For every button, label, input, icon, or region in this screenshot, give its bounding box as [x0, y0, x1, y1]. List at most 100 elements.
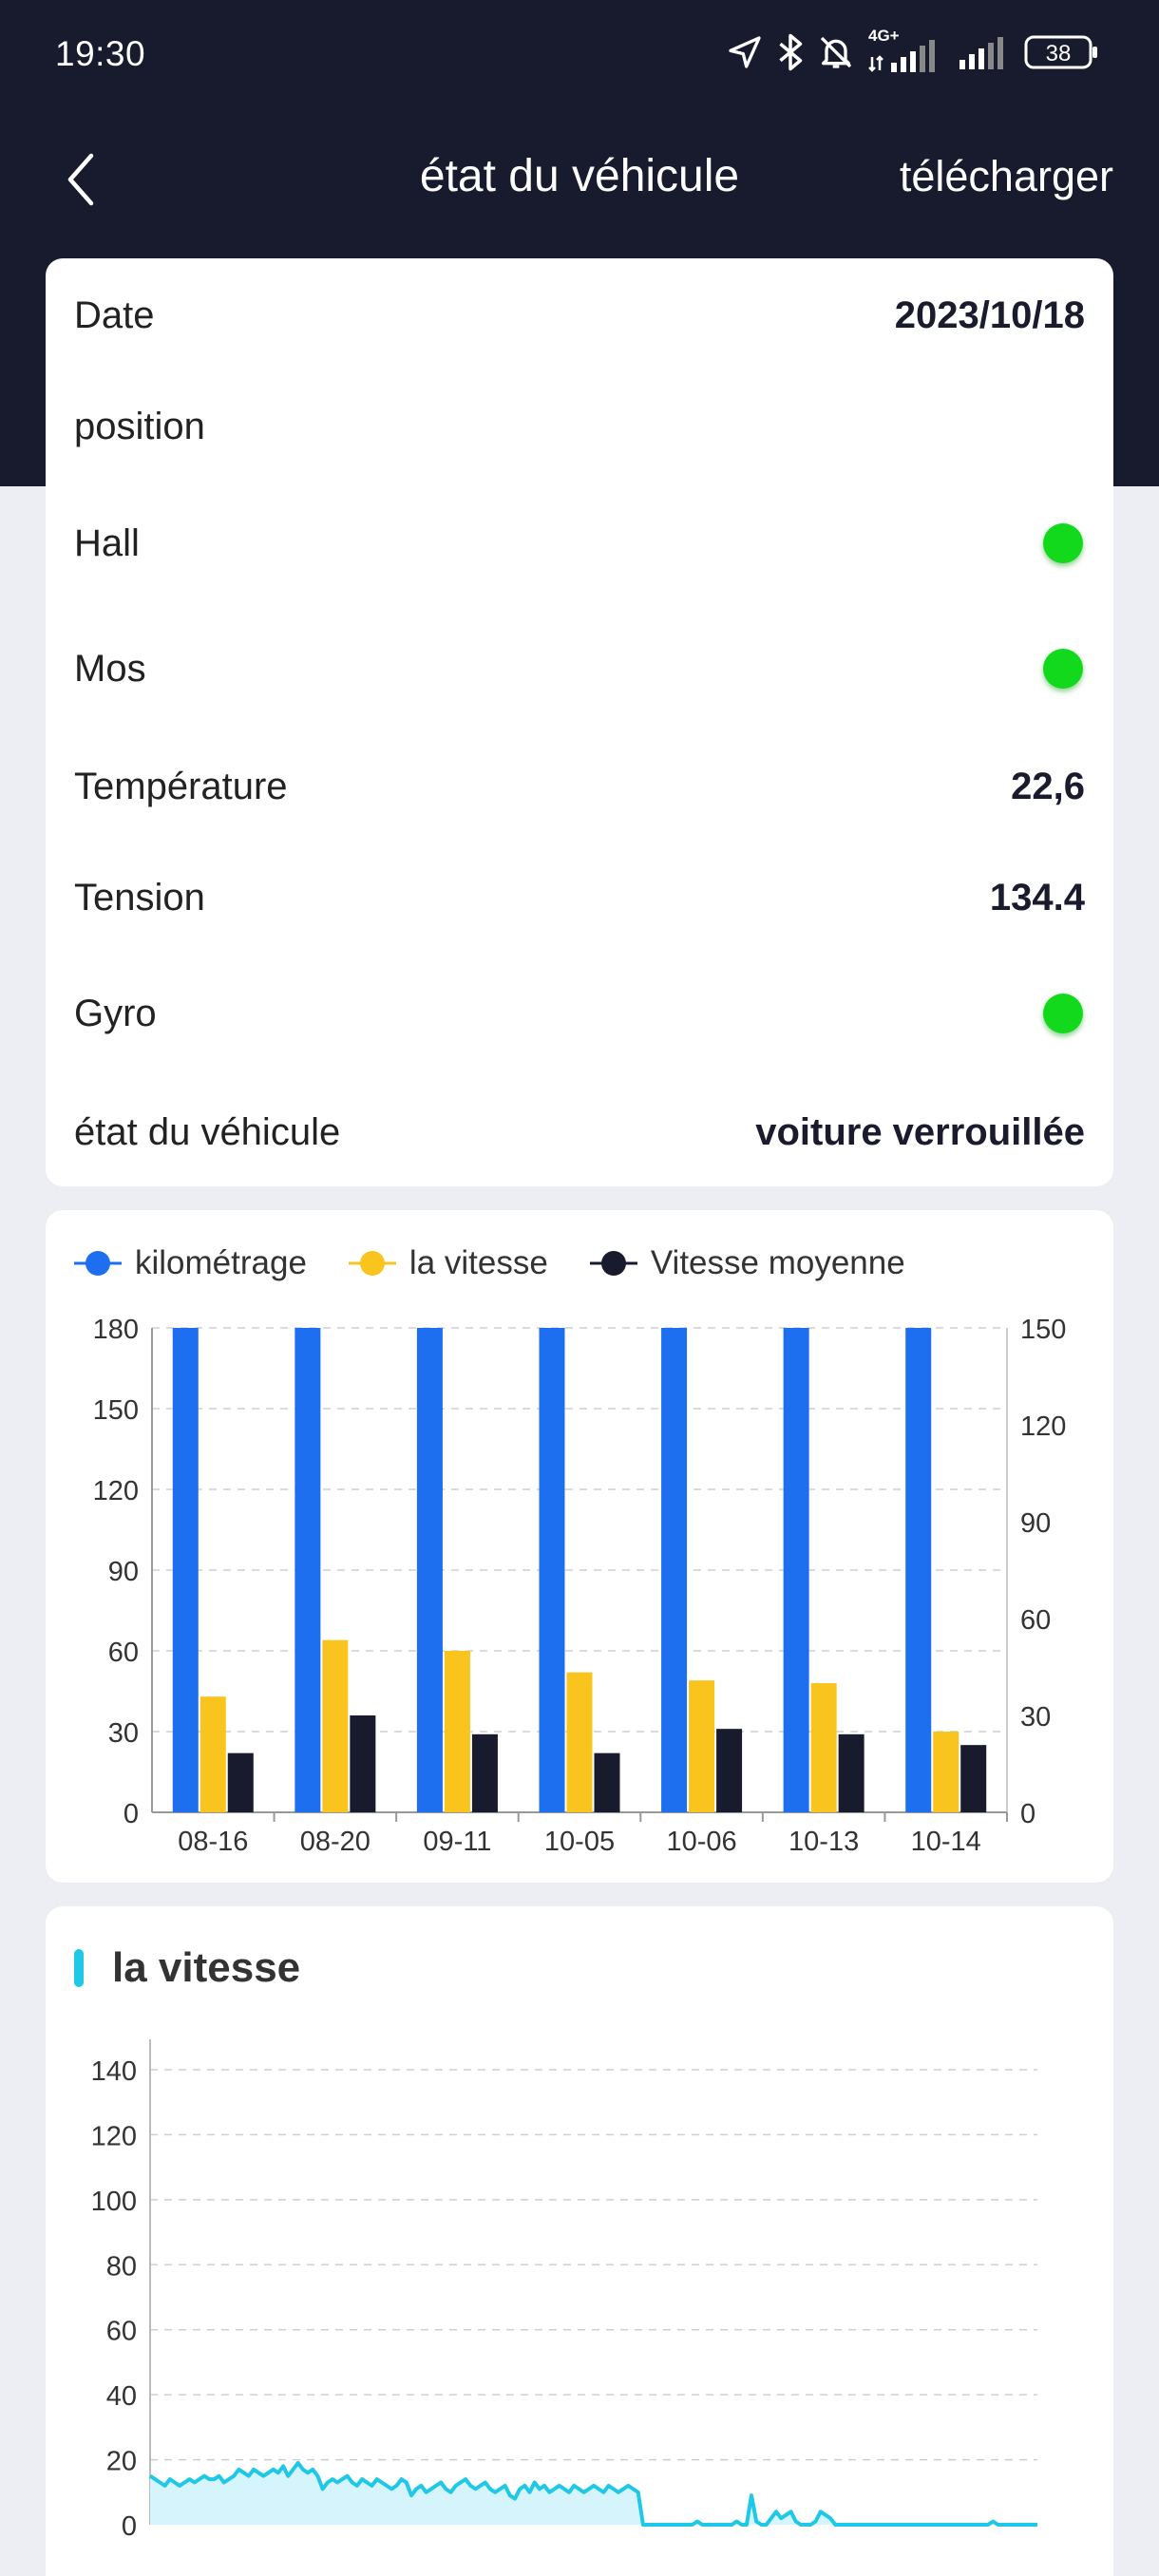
mos-row: Mos: [74, 640, 1085, 697]
gyro-status-indicator: [1043, 994, 1083, 1033]
position-label: position: [74, 405, 205, 447]
bar-0: [905, 1328, 932, 1812]
bar-2: [716, 1729, 743, 1812]
legend-marker-avg-speed: [589, 1251, 637, 1276]
bar-1: [810, 1683, 837, 1812]
date-row: Date 2023/10/18: [74, 287, 1085, 344]
y-right-tick-label: 120: [1020, 1411, 1066, 1442]
legend-label-avg-speed: Vitesse moyenne: [650, 1244, 905, 1281]
vehicle-info-card: Date 2023/10/18 position Hall Mos Tempér…: [46, 258, 1113, 1186]
legend-marker-speed: [348, 1251, 396, 1276]
x-tick-label: 10-05: [544, 1827, 615, 1857]
tension-value: 134.4: [989, 876, 1085, 919]
x-tick-label: 08-16: [178, 1827, 248, 1857]
speed-line-chart: 0 20 40 60 80 100 120 140: [91, 2039, 1037, 2542]
chart-legend: kilométrage la vitesse Vitesse moyenne: [74, 1244, 947, 1282]
hall-label: Hall: [74, 521, 140, 564]
status-icons: 4G+ 38: [726, 27, 1098, 76]
bar-0: [294, 1328, 321, 1812]
back-button[interactable]: [57, 146, 114, 213]
bar-0: [661, 1328, 688, 1812]
date-value: 2023/10/18: [894, 294, 1085, 336]
nav-bar: état du véhicule télécharger: [0, 123, 1159, 237]
status-time: 19:30: [55, 34, 146, 73]
y-left-tick-label: 30: [108, 1718, 139, 1749]
legend-item-mileage[interactable]: kilométrage: [74, 1244, 307, 1282]
y-left-tick-label: 120: [93, 1476, 139, 1506]
chevron-left-icon: [67, 153, 94, 206]
bar-1: [200, 1696, 226, 1812]
bar-0: [416, 1328, 443, 1812]
bar-chart-card: kilométrage la vitesse Vitesse moyenne 0…: [46, 1210, 1113, 1883]
y-tick-label: 120: [91, 2121, 137, 2151]
speed-chart-title: la vitesse: [112, 1944, 301, 1991]
x-tick-label: 10-14: [911, 1827, 981, 1857]
vehicle-state-value: voiture verrouillée: [755, 1110, 1085, 1153]
vehicle-state-row: état du véhicule voiture verrouillée: [74, 1104, 1085, 1161]
speed-chart-card: la vitesse 0 20 40 60 80 100 120 140: [46, 1906, 1113, 2576]
signal-bars-icon: [868, 40, 935, 72]
gyro-row: Gyro: [74, 985, 1085, 1042]
y-right-tick-label: 90: [1020, 1508, 1051, 1539]
bar-1: [689, 1680, 715, 1812]
bar-1: [444, 1651, 470, 1812]
vehicle-state-label: état du véhicule: [74, 1110, 341, 1153]
date-label: Date: [74, 294, 155, 336]
bar-1: [933, 1732, 960, 1812]
bar-2: [838, 1733, 864, 1812]
y-right-tick-label: 150: [1020, 1315, 1066, 1345]
gyro-label: Gyro: [74, 992, 157, 1034]
bluetooth-icon: [779, 33, 803, 71]
hall-row: Hall: [74, 515, 1085, 572]
bar-2: [471, 1733, 498, 1812]
download-button[interactable]: télécharger: [899, 152, 1113, 200]
title-accent-bar: [74, 1949, 84, 1987]
legend-item-avg-speed[interactable]: Vitesse moyenne: [589, 1244, 905, 1282]
page-title: état du véhicule: [419, 151, 740, 201]
battery-level: 38: [1045, 41, 1072, 66]
bar-0: [172, 1328, 199, 1812]
temperature-row: Température 22,6: [74, 758, 1085, 815]
y-tick-label: 20: [106, 2447, 137, 2477]
speed-chart-header: la vitesse: [74, 1944, 300, 1992]
hall-status-indicator: [1043, 523, 1083, 563]
bar-1: [566, 1672, 593, 1812]
bar-chart: 0 30 60 90 120 150 180 0 30 60 90 120 150 08-16 08-20 0…: [93, 1315, 1067, 1857]
legend-item-speed[interactable]: la vitesse: [348, 1244, 548, 1282]
bar-0: [783, 1328, 809, 1812]
x-tick-label: 10-06: [666, 1827, 736, 1857]
legend-label-mileage: kilométrage: [135, 1244, 307, 1281]
y-left-tick-label: 150: [93, 1395, 139, 1426]
battery-icon: 38: [1024, 34, 1098, 70]
bar-2: [960, 1745, 987, 1812]
y-tick-label: 80: [106, 2251, 137, 2282]
legend-marker-mileage: [74, 1251, 122, 1276]
bar-2: [227, 1752, 254, 1812]
cell-signal-1: 4G+: [868, 27, 944, 76]
x-tick-label: 10-13: [788, 1827, 859, 1857]
speed-area: [150, 2463, 1037, 2525]
tension-row: Tension 134.4: [74, 869, 1085, 926]
x-tick-label: 09-11: [423, 1827, 491, 1857]
x-tick-label: 08-20: [300, 1827, 370, 1857]
temperature-value: 22,6: [1011, 765, 1085, 807]
y-tick-label: 0: [122, 2511, 137, 2542]
network-type-label: 4G+: [868, 27, 900, 45]
y-tick-label: 40: [106, 2381, 137, 2412]
bar-2: [350, 1715, 376, 1812]
y-left-tick-label: 180: [93, 1315, 139, 1345]
y-left-tick-label: 60: [108, 1638, 139, 1668]
y-tick-label: 60: [106, 2317, 137, 2347]
mos-status-indicator: [1043, 649, 1083, 689]
y-left-tick-label: 90: [108, 1557, 139, 1587]
status-bar: 19:30 4G+: [0, 0, 1159, 104]
legend-label-speed: la vitesse: [408, 1244, 548, 1281]
y-right-tick-label: 30: [1020, 1702, 1051, 1733]
speed-line: [148, 2461, 1037, 2527]
bell-muted-icon: [820, 36, 852, 68]
y-tick-label: 140: [91, 2056, 137, 2087]
temperature-label: Température: [74, 765, 288, 807]
mos-label: Mos: [74, 647, 146, 690]
y-right-tick-label: 60: [1020, 1605, 1051, 1636]
y-right-tick-label: 0: [1020, 1799, 1036, 1829]
